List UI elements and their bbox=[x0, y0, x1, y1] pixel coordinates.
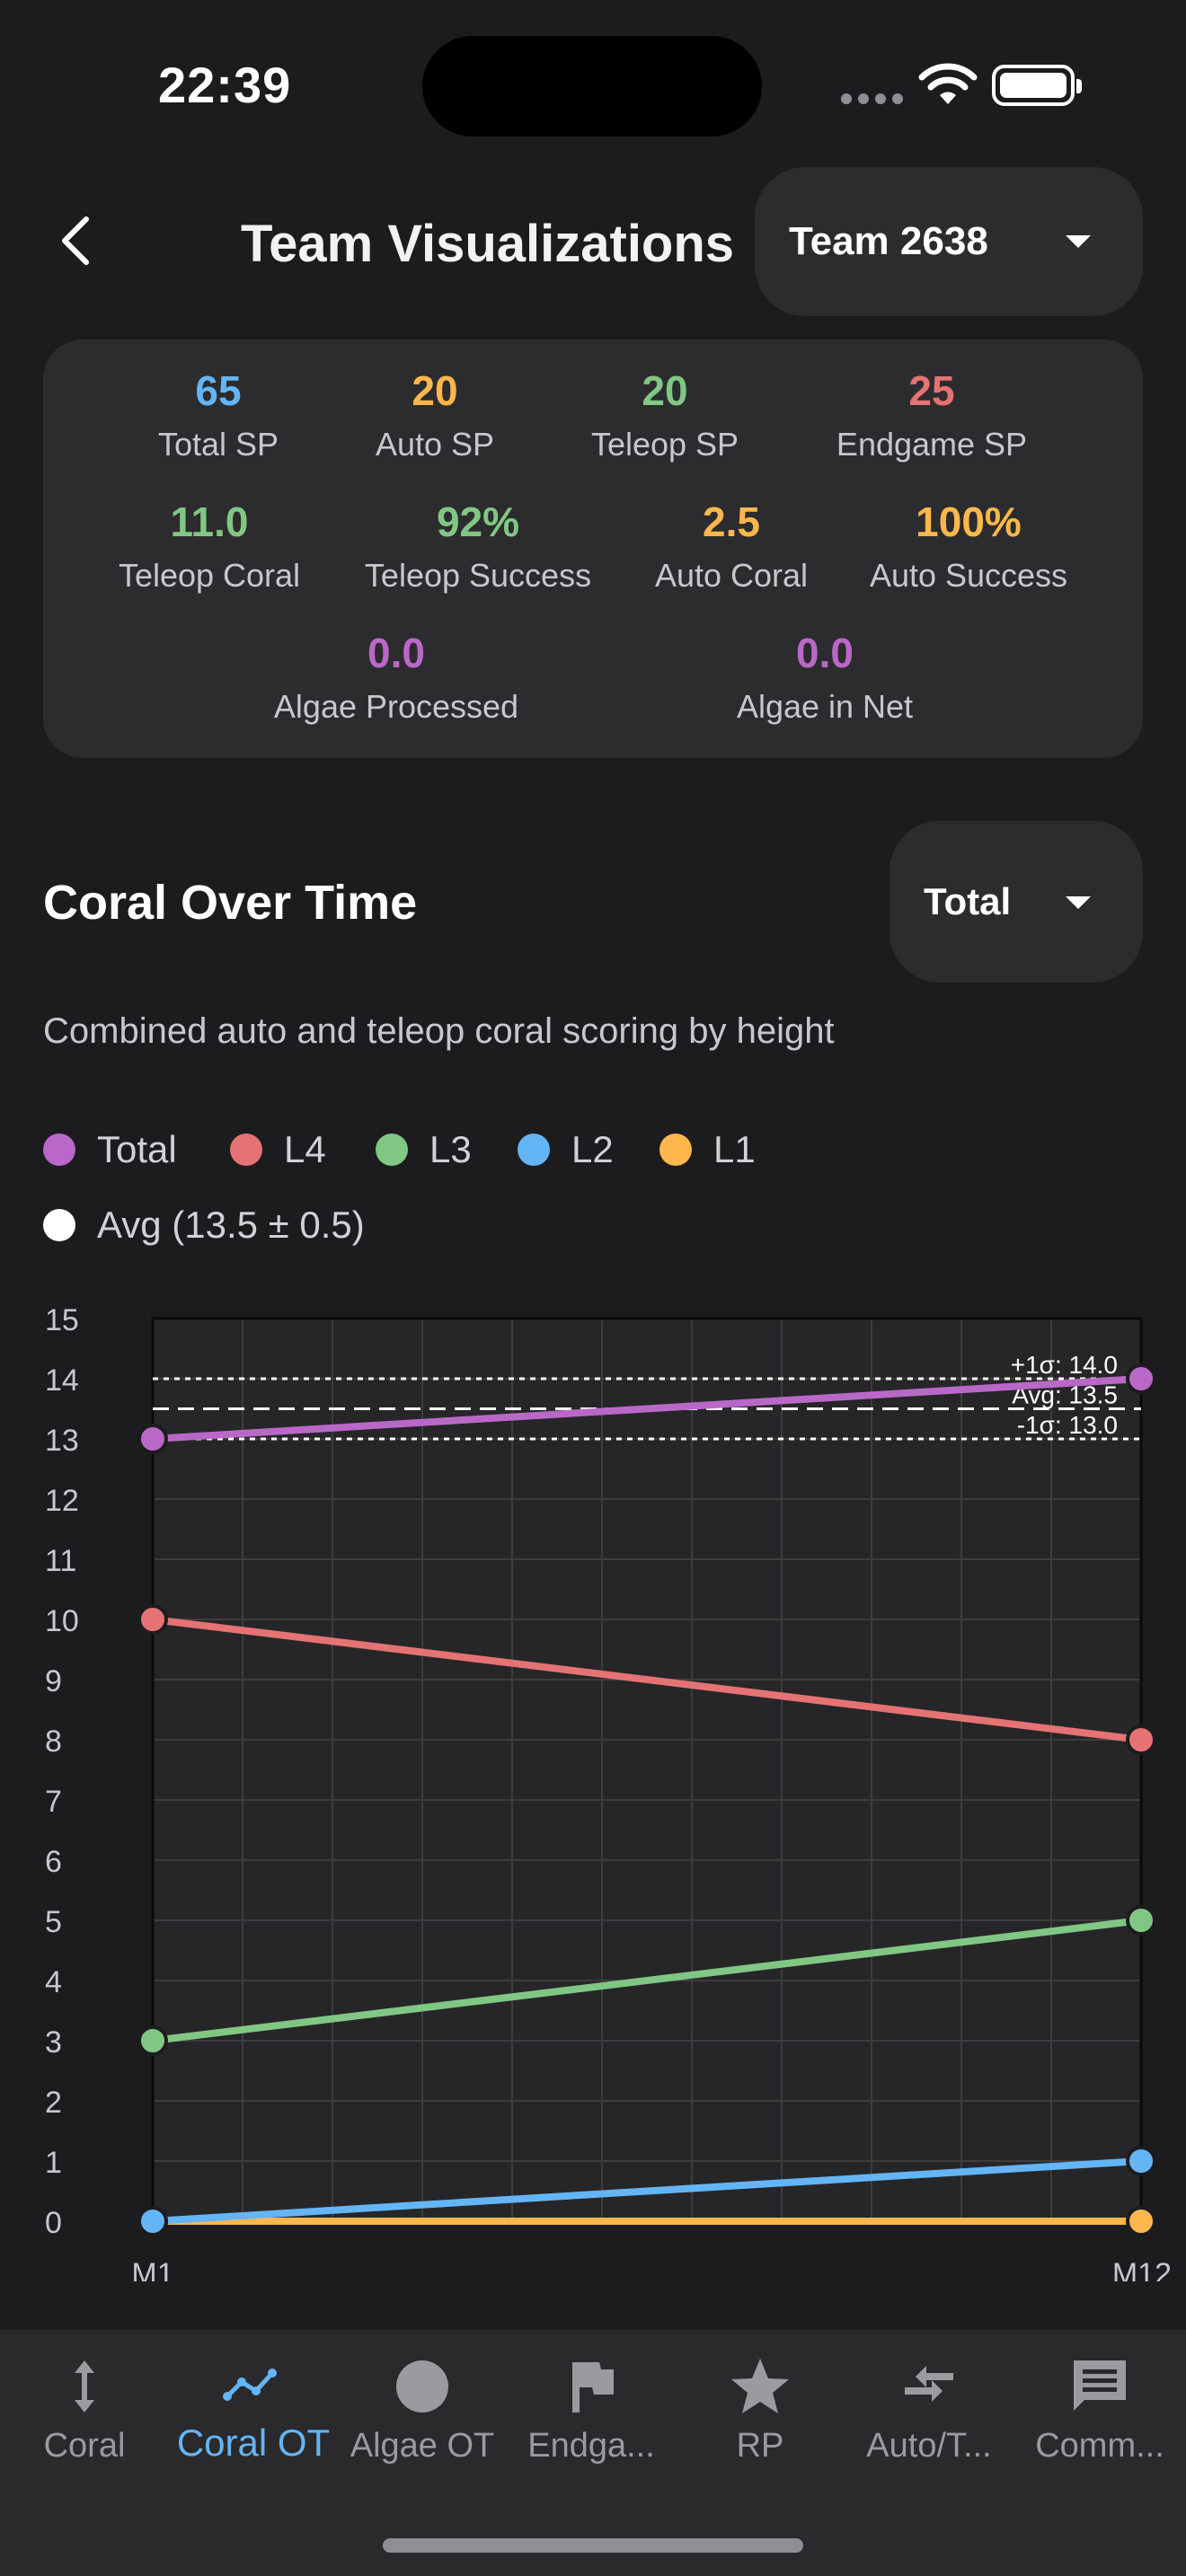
stat-auto-coral: 2.5 Auto Coral bbox=[654, 498, 809, 594]
compare-arrows-icon bbox=[905, 2366, 953, 2402]
team-dropdown-value: Team 2638 bbox=[789, 219, 988, 263]
legend-l1: L1 bbox=[659, 1128, 756, 1171]
y-tick-label: 11 bbox=[45, 1544, 76, 1578]
y-tick-label: 5 bbox=[45, 1905, 62, 1939]
nav-coral[interactable]: Coral bbox=[0, 2330, 169, 2510]
section-description: Combined auto and teleop coral scoring b… bbox=[43, 1011, 835, 1051]
series-line bbox=[149, 1917, 1145, 2044]
nav-coral-ot[interactable]: Coral OT bbox=[169, 2330, 338, 2510]
stats-card: 65 Total SP 20 Auto SP 20 Teleop SP 25 E… bbox=[43, 340, 1143, 758]
data-point bbox=[1126, 1725, 1156, 1755]
bottom-nav: Coral Coral OT Algae OT Endga... RP Auto… bbox=[0, 2330, 1186, 2576]
stat-teleop-success: 92% Teleop Success bbox=[364, 498, 592, 594]
data-point bbox=[137, 2025, 168, 2056]
data-point bbox=[1126, 2206, 1156, 2236]
y-tick-label: 2 bbox=[45, 2086, 62, 2120]
data-point bbox=[137, 1424, 168, 1454]
legend-l4: L4 bbox=[230, 1128, 326, 1171]
circle-icon bbox=[396, 2360, 448, 2413]
stat-auto-success: 100% Auto Success bbox=[869, 498, 1068, 594]
y-tick-label: 10 bbox=[45, 1604, 79, 1638]
legend-swatch bbox=[43, 1209, 75, 1241]
chevron-down-icon bbox=[1066, 896, 1091, 909]
series-line bbox=[149, 2157, 1145, 2225]
stat-total-sp: 65 Total SP bbox=[157, 367, 279, 463]
legend-l3: L3 bbox=[376, 1128, 472, 1171]
stat-endgame-sp: 25 Endgame SP bbox=[836, 367, 1028, 463]
y-tick-label: 12 bbox=[45, 1484, 79, 1518]
nav-auto-teleop[interactable]: Auto/T... bbox=[845, 2330, 1013, 2510]
nav-comments[interactable]: Comm... bbox=[1013, 2330, 1186, 2510]
nav-algae-ot[interactable]: Algae OT bbox=[338, 2330, 507, 2510]
y-tick-label: 6 bbox=[45, 1845, 62, 1879]
chevron-down-icon bbox=[1066, 235, 1091, 248]
stat-teleop-sp: 20 Teleop SP bbox=[590, 367, 739, 463]
comment-icon bbox=[1074, 2360, 1126, 2411]
data-point bbox=[1126, 1905, 1156, 1936]
data-point bbox=[1126, 2146, 1156, 2176]
y-tick-label: 0 bbox=[45, 2206, 62, 2240]
star-icon bbox=[731, 2359, 789, 2413]
reference-line-label: -1σ: 13.0 bbox=[1017, 1411, 1118, 1439]
y-tick-label: 4 bbox=[45, 1965, 62, 1999]
y-tick-label: 9 bbox=[45, 1664, 62, 1698]
legend-swatch bbox=[376, 1134, 408, 1166]
plot-area bbox=[153, 1319, 1141, 2221]
back-arrow-icon[interactable] bbox=[50, 214, 104, 268]
legend-avg: Avg (13.5 ± 0.5) bbox=[43, 1204, 365, 1247]
dynamic-island bbox=[422, 36, 762, 137]
y-tick-label: 13 bbox=[45, 1424, 79, 1458]
legend-swatch bbox=[659, 1134, 692, 1166]
x-tick-label: M1 bbox=[131, 2257, 173, 2281]
battery-icon bbox=[992, 65, 1082, 106]
series-line bbox=[149, 1616, 1145, 1743]
data-point bbox=[137, 1604, 168, 1635]
data-point bbox=[137, 2206, 168, 2236]
data-point bbox=[1126, 1363, 1156, 1394]
legend-swatch bbox=[43, 1134, 75, 1166]
y-tick-label: 14 bbox=[45, 1363, 79, 1398]
status-time: 22:39 bbox=[158, 57, 292, 113]
stat-algae-net: 0.0 Algae in Net bbox=[736, 630, 914, 725]
series-line bbox=[149, 1375, 1145, 1442]
nav-endgame[interactable]: Endga... bbox=[507, 2330, 676, 2510]
page-title: Team Visualizations bbox=[241, 215, 735, 273]
reference-line-label: +1σ: 14.0 bbox=[1011, 1351, 1118, 1379]
stat-teleop-coral: 11.0 Teleop Coral bbox=[118, 498, 301, 594]
legend-swatch bbox=[518, 1134, 550, 1166]
section-title: Coral Over Time bbox=[43, 876, 418, 930]
stat-algae-processed: 0.0 Algae Processed bbox=[273, 630, 519, 725]
y-tick-label: 7 bbox=[45, 1785, 62, 1819]
legend-swatch bbox=[230, 1134, 262, 1166]
cellular-signal-icon bbox=[841, 93, 903, 104]
nav-rp[interactable]: RP bbox=[676, 2330, 845, 2510]
y-tick-label: 3 bbox=[45, 2025, 62, 2060]
mode-dropdown[interactable]: Total bbox=[890, 821, 1143, 983]
wifi-icon bbox=[918, 63, 978, 104]
y-tick-label: 1 bbox=[45, 2146, 62, 2180]
legend-l2: L2 bbox=[518, 1128, 614, 1171]
y-tick-label: 8 bbox=[45, 1725, 62, 1759]
x-tick-label: M12 bbox=[1112, 2257, 1172, 2281]
flag-icon bbox=[572, 2362, 614, 2413]
team-dropdown[interactable]: Team 2638 bbox=[755, 167, 1143, 316]
y-tick-label: 15 bbox=[45, 1303, 79, 1337]
mode-dropdown-value: Total bbox=[924, 880, 1012, 922]
home-indicator bbox=[383, 2538, 803, 2553]
line-chart-icon bbox=[223, 2369, 277, 2401]
vertical-arrows-icon bbox=[75, 2360, 94, 2413]
legend-total: Total bbox=[43, 1128, 177, 1171]
stat-auto-sp: 20 Auto SP bbox=[375, 367, 495, 463]
